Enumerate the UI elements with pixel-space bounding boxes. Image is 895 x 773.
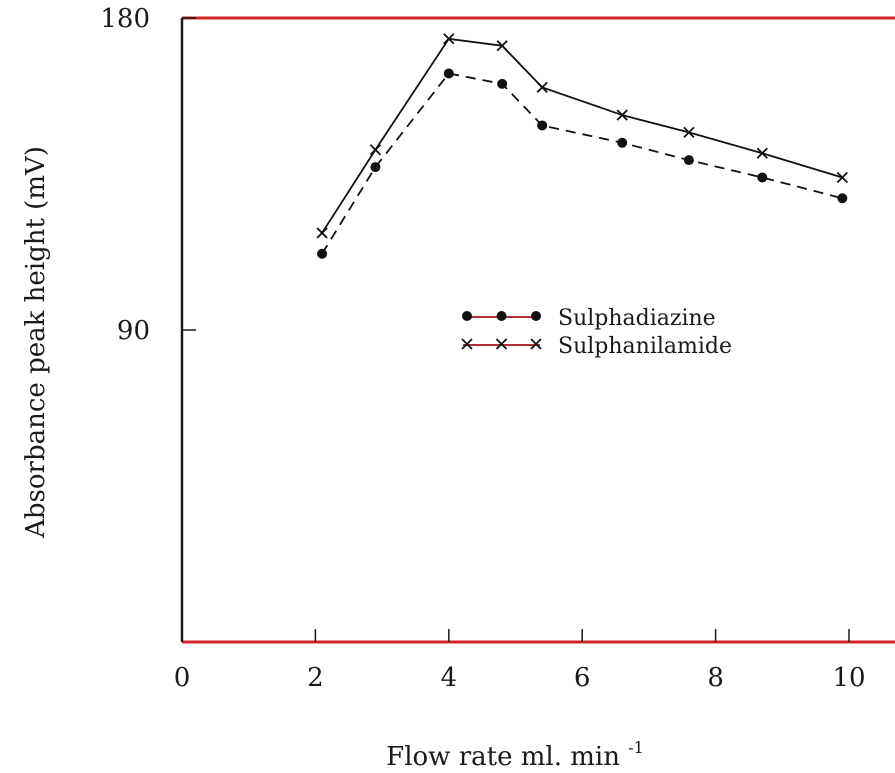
- legend-marker: [495, 338, 508, 350]
- data-point: [616, 109, 628, 121]
- legend-marker: [462, 311, 472, 321]
- y-tick-label: 90: [117, 316, 150, 346]
- legend-marker: [530, 338, 542, 350]
- data-point: [617, 137, 628, 148]
- data-point: [683, 126, 695, 139]
- x-axis-title-superscript: -1: [628, 738, 644, 757]
- axis-ticks: 0 2 4 6 8 10 90 180: [100, 4, 865, 693]
- x-tick-label: 2: [307, 663, 324, 693]
- x-tick-label: 4: [441, 663, 458, 693]
- data-point: [443, 33, 455, 45]
- legend-marker: [496, 311, 507, 321]
- y-axis-title: Absorbance peak height (mV): [21, 146, 51, 539]
- data-point: [370, 162, 381, 173]
- legend-label: Sulphadiazine: [558, 306, 716, 331]
- x-axis-title: Flow rate ml. min -1: [386, 738, 644, 772]
- y-tick-label: 180: [100, 4, 150, 34]
- data-point: [683, 155, 694, 166]
- data-point: [497, 78, 508, 89]
- x-tick-label: 0: [174, 663, 191, 693]
- legend: Sulphadiazine Sulphanilamide: [461, 306, 732, 359]
- x-tick-label: 8: [707, 663, 724, 693]
- data-point: [836, 171, 848, 184]
- legend-item: Sulphadiazine: [462, 306, 716, 331]
- data-point: [537, 120, 548, 131]
- data-point: [496, 40, 508, 52]
- x-axis-title-main: Flow rate ml. min: [386, 742, 620, 772]
- data-point: [443, 68, 454, 79]
- x-tick-label: 10: [832, 663, 865, 693]
- data-point: [316, 227, 328, 239]
- series-layer: [316, 33, 848, 259]
- data-point: [756, 147, 768, 159]
- data-point: [317, 248, 328, 259]
- x-tick-label: 6: [574, 663, 591, 693]
- data-point: [536, 81, 548, 93]
- legend-item: Sulphanilamide: [461, 334, 732, 359]
- data-point: [369, 144, 382, 156]
- legend-label: Sulphanilamide: [558, 334, 732, 359]
- data-point: [837, 193, 848, 204]
- legend-marker: [461, 338, 473, 350]
- series-sulphanilamide: [316, 33, 848, 239]
- legend-marker: [531, 311, 541, 321]
- plot-frame: [180, 16, 895, 644]
- series-sulphadiazine: [317, 68, 848, 259]
- data-point: [757, 172, 768, 183]
